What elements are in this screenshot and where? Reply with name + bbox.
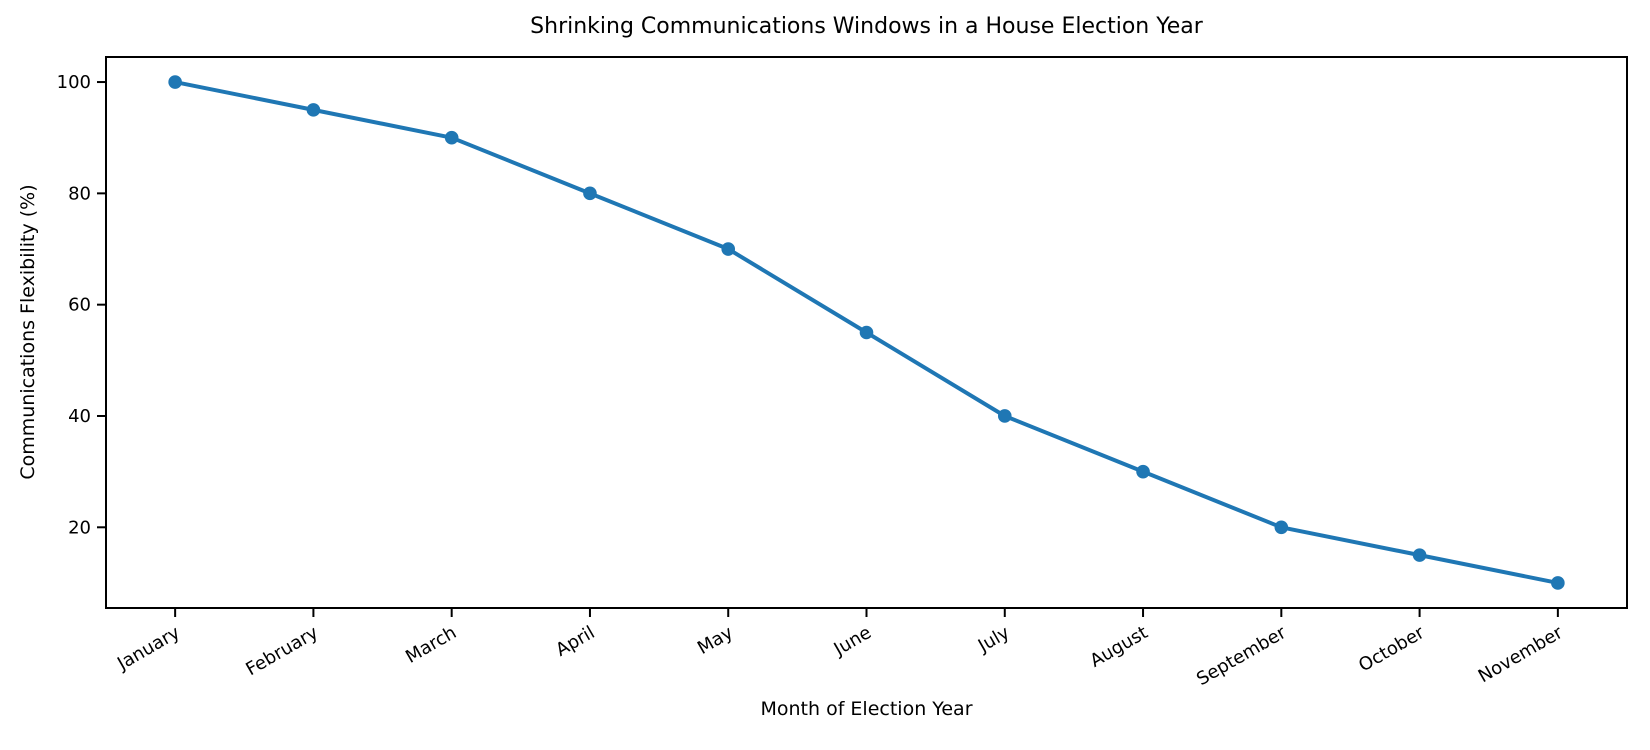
data-point-marker — [1551, 576, 1565, 590]
x-tick-label: April — [552, 622, 598, 661]
data-point-marker — [1136, 464, 1150, 479]
chart-title: Shrinking Communications Windows in a Ho… — [530, 14, 1203, 39]
x-tick-label: October — [1355, 622, 1428, 677]
data-point-marker — [168, 75, 182, 89]
x-tick-label: July — [974, 622, 1014, 657]
data-point-marker — [997, 409, 1012, 423]
x-tick-label: September — [1193, 622, 1290, 690]
data-point-marker — [1274, 520, 1289, 535]
y-tick-label: 40 — [68, 406, 91, 427]
data-point-marker — [583, 186, 597, 201]
data-point-marker — [721, 242, 736, 256]
x-axis-label: Month of Election Year — [760, 698, 973, 720]
x-tick-label: May — [694, 622, 737, 659]
data-point-marker — [859, 325, 874, 340]
y-tick-label: 100 — [57, 72, 91, 93]
y-axis-ticks: 20 40 60 80 100 — [57, 72, 106, 538]
x-tick-label: March — [402, 622, 460, 668]
x-axis-ticks: January February March April May June July Augu… — [113, 608, 1567, 690]
x-tick-label: November — [1475, 622, 1567, 687]
x-tick-label: August — [1086, 622, 1151, 672]
y-tick-label: 80 — [68, 183, 91, 204]
plot-box-spines — [105, 56, 1628, 609]
data-point-markers — [168, 75, 1565, 590]
x-tick-label: February — [242, 622, 322, 680]
x-tick-label: June — [830, 622, 875, 660]
x-tick-label: January — [113, 622, 184, 675]
data-point-marker — [444, 130, 459, 145]
data-point-marker — [306, 103, 321, 117]
y-tick-label: 20 — [68, 517, 91, 538]
y-tick-label: 60 — [68, 295, 91, 316]
data-point-marker — [1412, 548, 1427, 562]
